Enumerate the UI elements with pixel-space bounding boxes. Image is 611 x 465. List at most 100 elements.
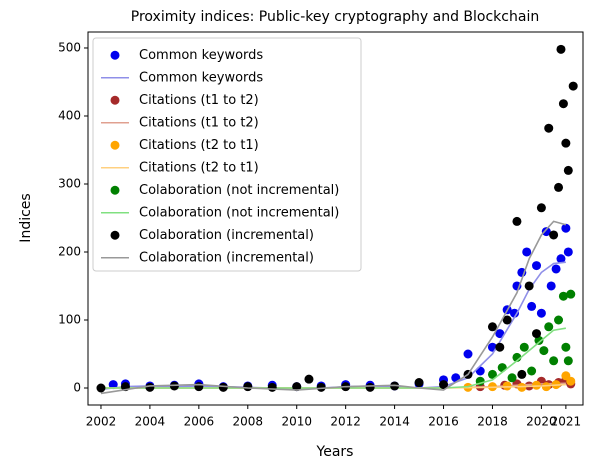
- scatter-point: [556, 254, 566, 264]
- scatter-point: [487, 369, 497, 379]
- scatter-point: [532, 380, 542, 390]
- scatter-point: [316, 382, 326, 392]
- scatter-point: [495, 342, 505, 352]
- scatter-point: [549, 356, 559, 366]
- scatter-point: [546, 281, 556, 291]
- scatter-point: [365, 382, 375, 392]
- scatter-point: [544, 322, 554, 332]
- scatter-point: [487, 322, 497, 332]
- x-tick-label: 2018: [477, 415, 508, 429]
- scatter-point: [509, 308, 519, 318]
- legend-label: Common keywords: [139, 48, 263, 63]
- legend-label: Colaboration (incremental): [139, 250, 314, 265]
- legend-label: Colaboration (not incremental): [139, 205, 339, 220]
- scatter-point: [554, 182, 564, 192]
- scatter-point: [414, 378, 424, 388]
- scatter-point: [96, 383, 106, 393]
- legend-label: Citations (t2 to t1): [139, 160, 259, 175]
- scatter-point: [512, 216, 522, 226]
- scatter-point: [463, 349, 473, 359]
- plot-marks: [96, 44, 578, 395]
- scatter-point: [267, 382, 277, 392]
- y-tick-label: 500: [58, 40, 81, 54]
- scatter-point: [534, 335, 544, 345]
- legend-marker: [110, 185, 120, 195]
- scatter-point: [527, 301, 537, 311]
- scatter-point: [563, 247, 573, 257]
- x-tick-label: 2020: [526, 415, 557, 429]
- scatter-point: [558, 291, 568, 301]
- y-tick-label: 0: [73, 380, 81, 394]
- y-tick-label: 200: [58, 244, 81, 258]
- y-axis-label: Indices: [18, 193, 34, 242]
- scatter-point: [524, 281, 534, 291]
- scatter-point: [536, 308, 546, 318]
- scatter-point: [527, 366, 537, 376]
- legend-label: Colaboration (incremental): [139, 228, 314, 243]
- scatter-point: [292, 382, 302, 392]
- scatter-point: [561, 342, 571, 352]
- y-tick-label: 400: [58, 108, 81, 122]
- scatter-point: [549, 230, 559, 240]
- scatter-point: [561, 223, 571, 233]
- x-tick-label: 2012: [330, 415, 361, 429]
- scatter-point: [532, 329, 542, 339]
- scatter-point: [541, 227, 551, 237]
- scatter-point: [541, 382, 551, 392]
- x-tick-label: 2016: [428, 415, 459, 429]
- x-tick-label: 2021: [551, 415, 582, 429]
- x-axis-label: Years: [316, 444, 354, 460]
- scatter-point: [194, 382, 204, 392]
- x-tick-label: 2002: [86, 415, 117, 429]
- scatter-point: [517, 382, 527, 392]
- scatter-point: [304, 374, 314, 384]
- legend-label: Common keywords: [139, 70, 263, 85]
- legend-label: Citations (t1 to t2): [139, 93, 259, 108]
- scatter-point: [544, 123, 554, 133]
- legend-marker: [110, 95, 120, 105]
- legend-box: [92, 37, 362, 272]
- scatter-point: [558, 99, 568, 109]
- x-tick-label: 2004: [135, 415, 166, 429]
- scatter-point: [556, 44, 566, 54]
- scatter-point: [539, 346, 549, 356]
- y-tick-label: 300: [58, 176, 81, 190]
- scatter-point: [502, 381, 512, 391]
- scatter-point: [568, 81, 578, 91]
- scatter-point: [108, 380, 118, 390]
- legend-marker: [110, 50, 120, 60]
- x-tick-label: 2008: [233, 415, 264, 429]
- legend-label: Colaboration (not incremental): [139, 183, 339, 198]
- scatter-point: [145, 382, 155, 392]
- legend-label: Citations (t1 to t2): [139, 115, 259, 130]
- scatter-point: [532, 261, 542, 271]
- x-tick-label: 2006: [184, 415, 215, 429]
- legend-label: Citations (t2 to t1): [139, 138, 259, 153]
- y-tick-label: 100: [58, 312, 81, 326]
- scatter-point: [218, 382, 228, 392]
- x-tick-label: 2014: [379, 415, 410, 429]
- scatter-point: [439, 380, 449, 390]
- scatter-point: [507, 373, 517, 383]
- scatter-point: [554, 315, 564, 325]
- scatter-point: [517, 369, 527, 379]
- scatter-point: [536, 203, 546, 213]
- legend-marker: [110, 230, 120, 240]
- scatter-point: [563, 165, 573, 175]
- scatter-point: [566, 376, 576, 386]
- scatter-point: [561, 138, 571, 148]
- scatter-point: [563, 356, 573, 366]
- legend-marker: [110, 140, 120, 150]
- axes-frame: [87, 31, 584, 406]
- scatter-point: [519, 342, 529, 352]
- scatter-point: [502, 315, 512, 325]
- scatter-point: [243, 382, 253, 392]
- scatter-point: [522, 247, 532, 257]
- scatter-point: [495, 329, 505, 339]
- scatter-point: [566, 289, 576, 299]
- chart-title: Proximity indices: Public-key cryptograp…: [131, 9, 539, 25]
- x-tick-label: 2010: [281, 415, 312, 429]
- scatter-point: [551, 264, 561, 274]
